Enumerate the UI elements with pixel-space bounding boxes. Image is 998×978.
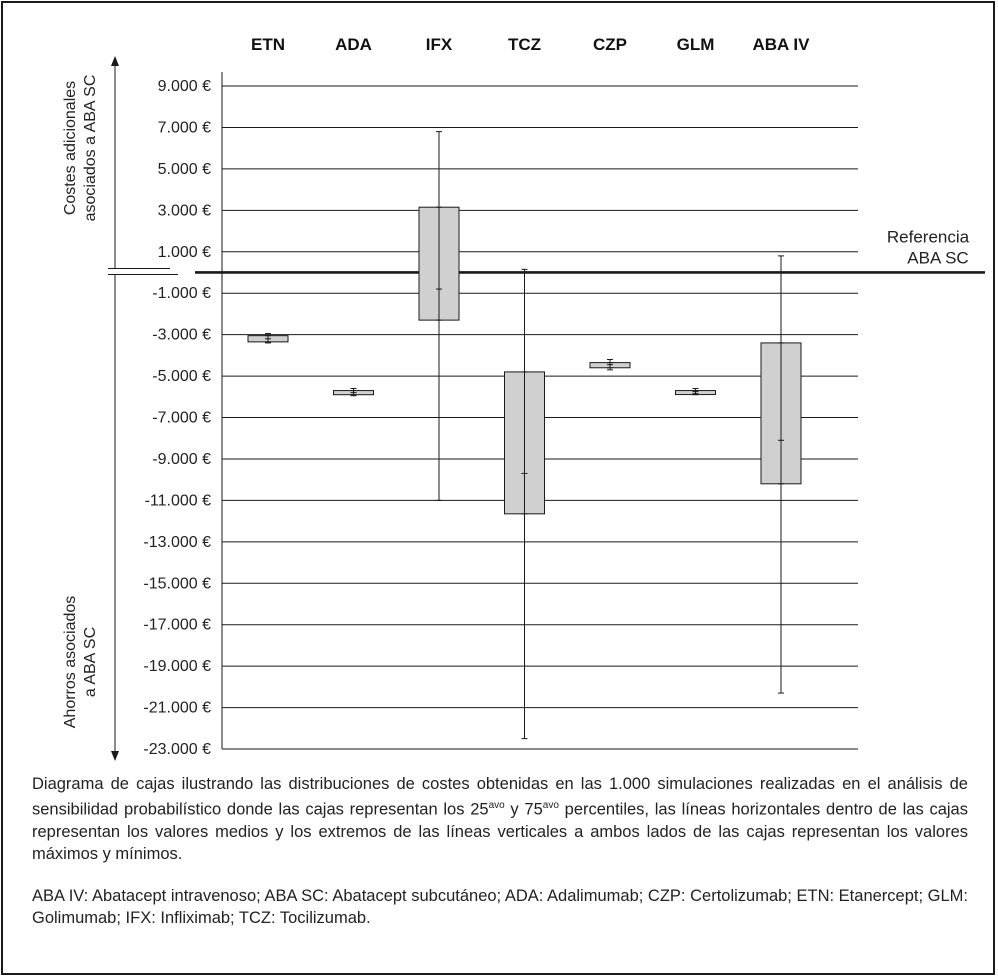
label-layer: 9.000 € 7.000 € 5.000 € 3.000 € 1.000 € -1.00…	[62, 35, 970, 758]
box-layer	[247, 131, 802, 740]
caption-text-b: y 75	[504, 800, 543, 819]
y-tick-label: 7.000 €	[158, 119, 211, 136]
box-tcz	[504, 268, 545, 740]
caption-paragraph-2: ABA IV: Abatacept intravenoso; ABA SC: A…	[32, 887, 968, 927]
box-plot-chart: 9.000 € 7.000 € 5.000 € 3.000 € 1.000 € -1.00…	[62, 35, 985, 761]
y-tick-label: -15.000 €	[143, 575, 211, 592]
y-tick-label: -1.000 €	[152, 285, 211, 302]
y-tick-label: -9.000 €	[152, 451, 211, 468]
y-tick-label: 3.000 €	[158, 202, 211, 219]
lower-arrow-head	[111, 751, 119, 761]
box-ifx	[418, 131, 460, 501]
box-czp	[589, 358, 631, 371]
box-etn	[247, 333, 289, 344]
reference-label-line1: Referencia	[887, 227, 970, 246]
caption-sup-2: avo	[542, 800, 559, 811]
box-ada	[333, 387, 374, 397]
box-glm	[675, 387, 716, 396]
grid-layer	[108, 56, 985, 761]
lower-axis-label-line: Ahorros asociados	[62, 596, 79, 729]
y-tick-label: -19.000 €	[143, 658, 211, 675]
caption-paragraph-1: Diagrama de cajas ilustrando las distrib…	[32, 773, 968, 865]
y-tick-label: -21.000 €	[143, 700, 211, 717]
caption-text-a: Diagrama de cajas ilustrando las distrib…	[32, 775, 968, 819]
lower-axis-label: Ahorros asociados a ABA SC	[62, 596, 99, 729]
upper-axis-label-line: Costes adicionales	[62, 81, 79, 215]
y-tick-label: -3.000 €	[152, 327, 211, 344]
y-tick-label: -5.000 €	[152, 368, 211, 385]
category-label: TCZ	[508, 35, 541, 54]
y-tick-label: -17.000 €	[143, 617, 211, 634]
caption-sup-1: avo	[488, 800, 505, 811]
category-label: GLM	[677, 35, 715, 54]
category-label: IFX	[426, 35, 453, 54]
y-tick-label: 1.000 €	[158, 244, 211, 261]
caption-text-c: percentiles, las líneas horizontales den…	[32, 800, 968, 863]
y-tick-label: -7.000 €	[152, 410, 211, 427]
y-tick-label: -11.000 €	[145, 492, 212, 509]
y-tick-label: 9.000 €	[158, 78, 211, 95]
upper-arrow-head	[111, 56, 119, 66]
reference-label-line2: ABA SC	[907, 248, 968, 267]
upper-axis-label-line: asociados a ABA SC	[82, 75, 99, 222]
category-label: ABA IV	[753, 35, 811, 54]
category-label: ADA	[335, 35, 372, 54]
category-label: CZP	[593, 35, 627, 54]
category-label: ETN	[251, 35, 285, 54]
lower-axis-label-line: a ABA SC	[82, 627, 99, 697]
box-aba-iv	[760, 255, 802, 694]
y-tick-label: -23.000 €	[143, 741, 211, 758]
upper-axis-label: Costes adicionales asociados a ABA SC	[62, 75, 99, 222]
y-tick-label: -13.000 €	[143, 534, 211, 551]
y-tick-label: 5.000 €	[158, 161, 211, 178]
